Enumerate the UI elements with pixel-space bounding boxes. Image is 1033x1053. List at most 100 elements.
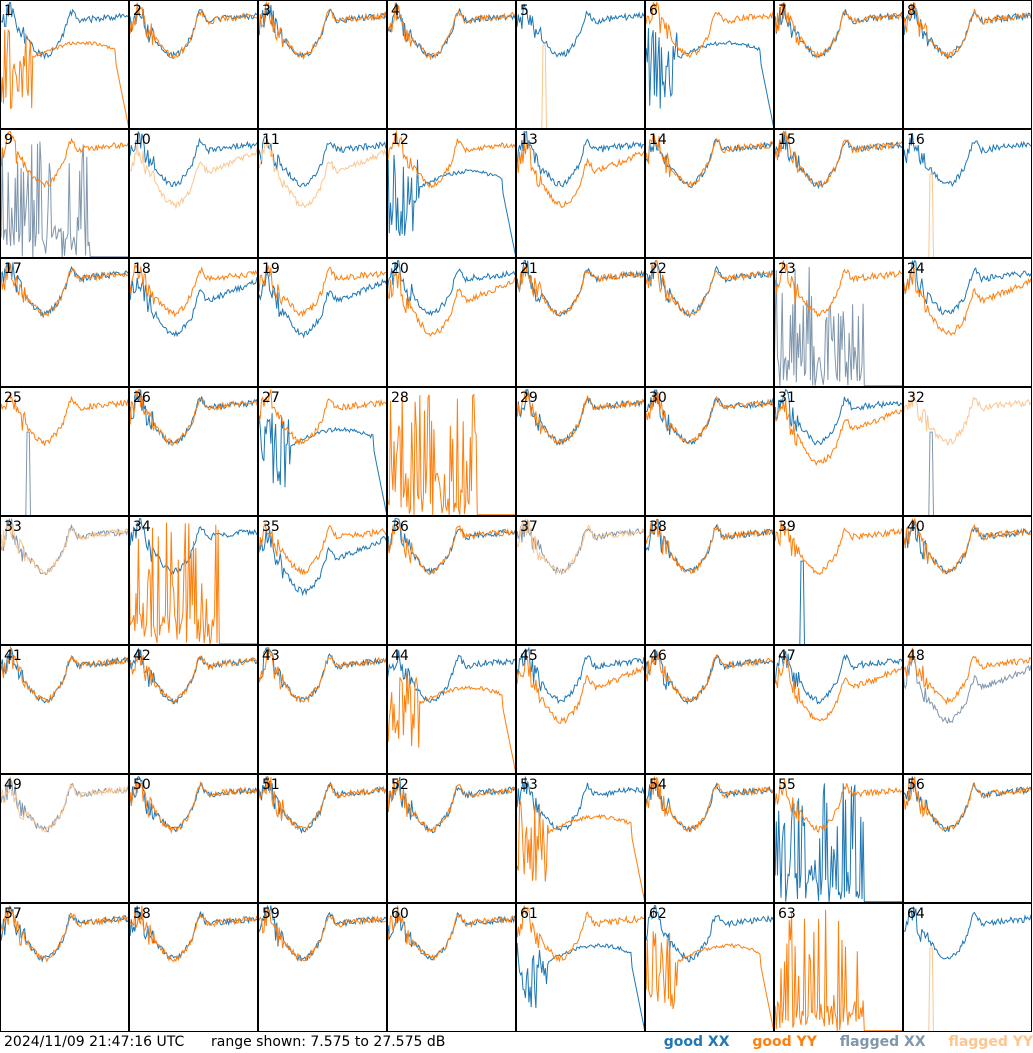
panel-16-label: 16: [907, 132, 925, 148]
panel-3-frame: [258, 0, 387, 129]
panel-37-label: 37: [520, 519, 538, 535]
panel-58-yy-line: [129, 905, 258, 963]
panel-18-frame: [129, 258, 258, 387]
panel-56: 56: [903, 774, 1032, 903]
panel-56-label: 56: [907, 777, 925, 793]
panel-36-label: 36: [391, 519, 409, 535]
panel-32-label: 32: [907, 390, 925, 406]
panel-10-xx-line: [129, 131, 258, 188]
panel-7: 7: [774, 0, 903, 129]
panel-44-label: 44: [391, 648, 409, 664]
panel-42: 42: [129, 645, 258, 774]
panel-7-label: 7: [778, 3, 787, 19]
panel-52-frame: [387, 774, 516, 903]
panel-58: 58: [129, 903, 258, 1032]
panel-1-yy-line: [0, 29, 129, 129]
panel-53-label: 53: [520, 777, 538, 793]
panel-17-frame: [0, 258, 129, 387]
panel-52: 52: [387, 774, 516, 903]
panel-46-xx-line: [645, 650, 774, 705]
panel-2-frame: [129, 0, 258, 129]
panel-17-yy-line: [0, 262, 129, 318]
panel-45-frame: [516, 645, 645, 774]
panel-26-label: 26: [133, 390, 151, 406]
panel-41-label: 41: [4, 648, 22, 664]
panel-1-label: 1: [4, 3, 13, 19]
panel-60: 60: [387, 903, 516, 1032]
panel-47: 47: [774, 645, 903, 774]
panel-20-frame: [387, 258, 516, 387]
panel-48-label: 48: [907, 648, 925, 664]
panel-13-frame: [516, 129, 645, 258]
panel-34-yy-line: [129, 522, 258, 645]
panel-25-yy-line: [0, 394, 129, 446]
panel-18: 18: [129, 258, 258, 387]
panel-30-label: 30: [649, 390, 667, 406]
panel-40: 40: [903, 516, 1032, 645]
panel-21-label: 21: [520, 261, 538, 277]
panel-31: 31: [774, 387, 903, 516]
panel-31-xx-line: [774, 388, 903, 446]
panel-27: 27: [258, 387, 387, 516]
panel-5-yy-line: [516, 44, 645, 129]
panel-11-label: 11: [262, 132, 280, 148]
panel-12: 12: [387, 129, 516, 258]
panel-2-yy-line: [129, 2, 258, 60]
panel-59-yy-line: [258, 907, 387, 962]
panel-45-yy-line: [516, 655, 645, 725]
panel-62-frame: [645, 903, 774, 1032]
panel-9-yy-line: [0, 131, 129, 189]
panel-13-label: 13: [520, 132, 538, 148]
panel-56-yy-line: [903, 776, 1032, 832]
panel-64-xx-line: [903, 906, 1032, 960]
panel-20-label: 20: [391, 261, 409, 277]
panel-20: 20: [387, 258, 516, 387]
panel-28-label: 28: [391, 390, 409, 406]
panel-9-frame: [0, 129, 129, 258]
panel-46-yy-line: [645, 652, 774, 703]
panel-25-xx-line: [0, 431, 129, 516]
legend-flagged-yy: flagged YY: [948, 1034, 1033, 1050]
legend: good XX good YY flagged XX flagged YY: [646, 1032, 1033, 1053]
panel-7-frame: [774, 0, 903, 129]
panel-21-yy-line: [516, 266, 645, 317]
panel-29: 29: [516, 387, 645, 516]
panel-53-frame: [516, 774, 645, 903]
panel-41: 41: [0, 645, 129, 774]
panel-25: 25: [0, 387, 129, 516]
panel-15-label: 15: [778, 132, 796, 148]
panel-59: 59: [258, 903, 387, 1032]
panel-51-label: 51: [262, 777, 280, 793]
panel-27-xx-line: [258, 413, 387, 516]
panel-23-xx-line: [774, 266, 903, 387]
panel-22-frame: [645, 258, 774, 387]
panel-12-xx-line: [387, 154, 516, 258]
panel-61-yy-line: [516, 905, 645, 963]
panel-14: 14: [645, 129, 774, 258]
panel-64-label: 64: [907, 906, 925, 922]
panel-39-label: 39: [778, 519, 796, 535]
panel-20-yy-line: [387, 271, 516, 337]
panel-38: 38: [645, 516, 774, 645]
timestamp-label: 2024/11/09 21:47:16 UTC: [4, 1034, 185, 1050]
panel-10-frame: [129, 129, 258, 258]
panel-58-frame: [129, 903, 258, 1032]
panel-1-xx-line: [0, 2, 129, 60]
panel-45-label: 45: [520, 648, 538, 664]
panel-27-label: 27: [262, 390, 280, 406]
panel-38-yy-line: [645, 518, 774, 574]
panel-32-yy-line: [903, 390, 1032, 447]
panel-60-yy-line: [387, 905, 516, 961]
panel-60-label: 60: [391, 906, 409, 922]
panel-43-yy-line: [258, 647, 387, 703]
panel-33-label: 33: [4, 519, 22, 535]
panel-61-frame: [516, 903, 645, 1032]
panel-13-xx-line: [516, 130, 645, 188]
panel-55: 55: [774, 774, 903, 903]
panel-30-yy-line: [645, 389, 774, 445]
panel-35-frame: [258, 516, 387, 645]
panel-22-label: 22: [649, 261, 667, 277]
panel-6-xx-line: [645, 28, 774, 129]
panel-19-frame: [258, 258, 387, 387]
panel-62-yy-line: [645, 931, 774, 1032]
